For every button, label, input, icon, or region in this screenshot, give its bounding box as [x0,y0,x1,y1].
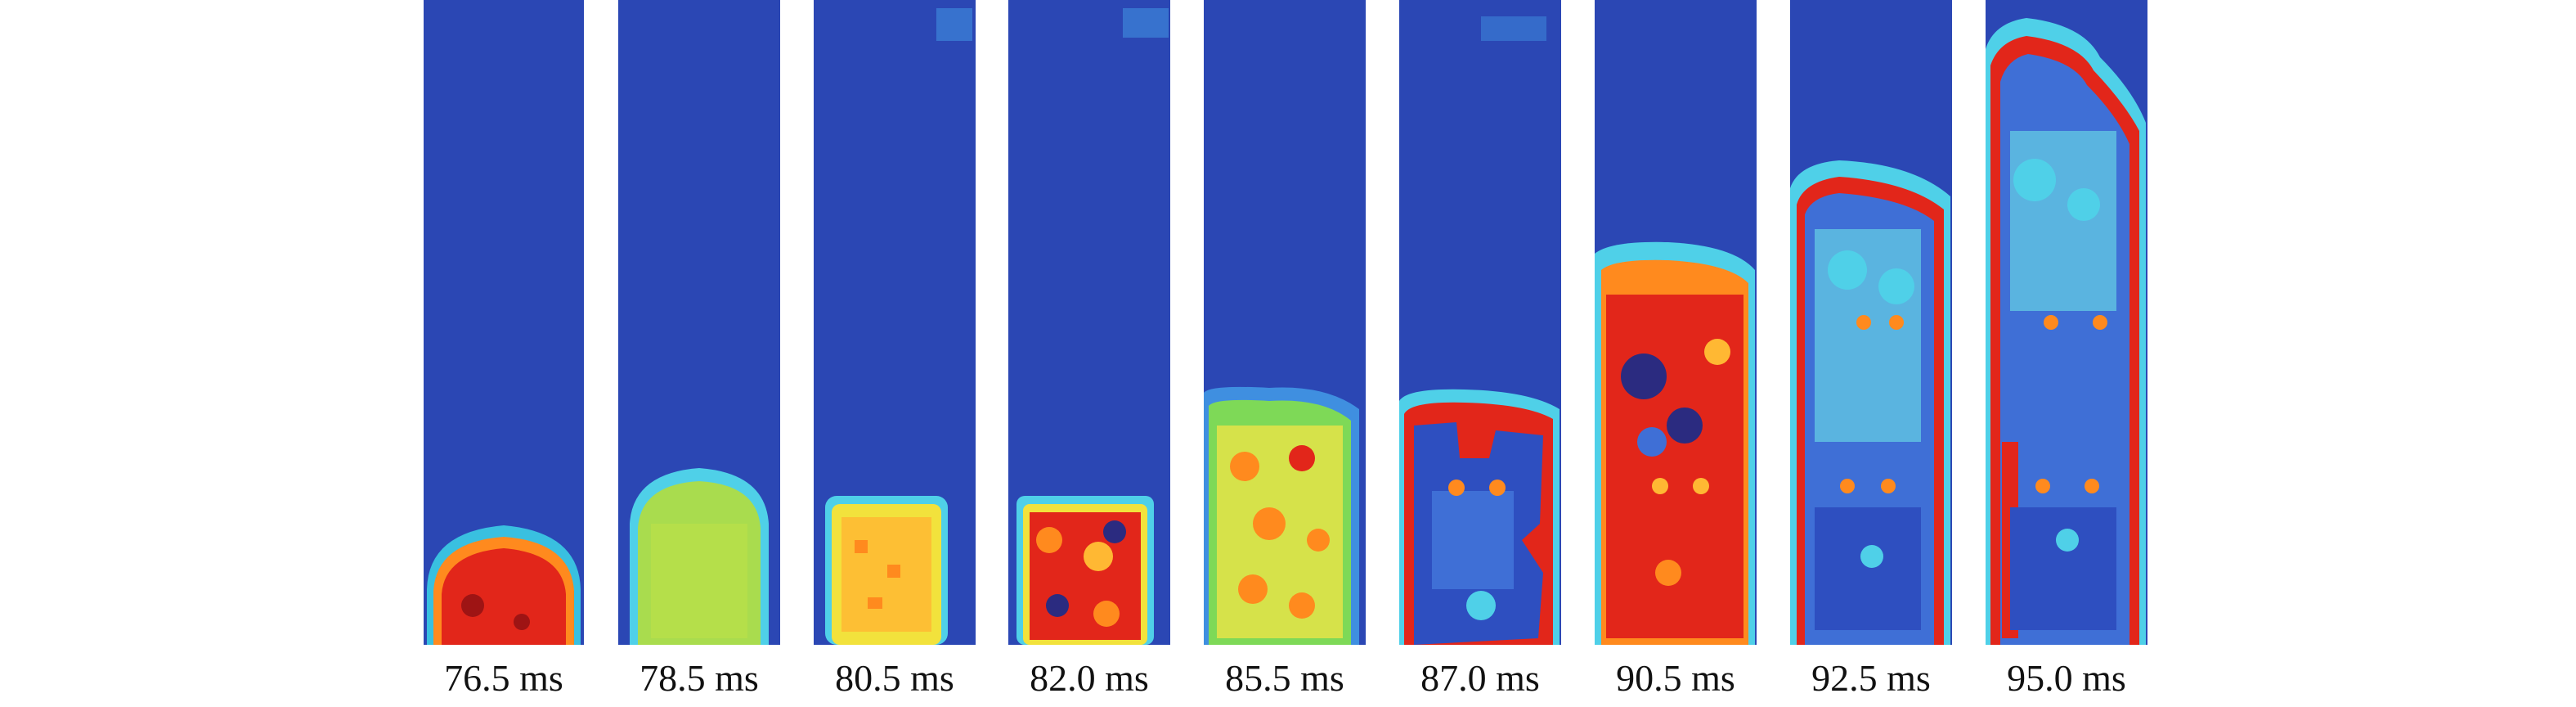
frame-82-0-label: 82.0 ms [1030,657,1149,699]
frame-80-5-image [814,0,976,645]
frame-95-0-label: 95.0 ms [2007,657,2126,699]
frame-78-5-image [618,0,780,645]
frame-87-0-label: 87.0 ms [1420,657,1540,699]
frame-82-0-image [1008,0,1170,645]
frame-76-5-image [424,0,584,645]
frame-85-5-label: 85.5 ms [1225,657,1344,699]
frame-87-0-image [1399,0,1561,645]
frame-80-5-label: 80.5 ms [835,657,954,699]
frame-85-5-image [1204,0,1366,645]
frame-76-5-label: 76.5 ms [444,657,563,699]
frame-78-5-label: 78.5 ms [640,657,759,699]
frame-92-5-label: 92.5 ms [1811,657,1931,699]
frame-95-0-image [1986,0,2147,645]
frame-90-5-label: 90.5 ms [1616,657,1735,699]
frame-92-5-image [1790,0,1952,645]
frame-90-5-image [1595,0,1757,645]
